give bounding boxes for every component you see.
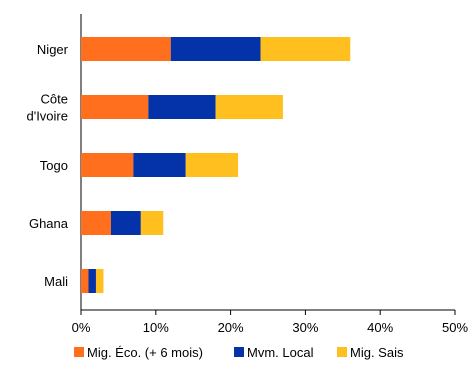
bar-segment xyxy=(81,269,89,293)
bar-segment xyxy=(81,37,171,61)
category-label: Ghana xyxy=(29,216,69,231)
bar-segment xyxy=(81,95,149,119)
category-labels: Niger Côte d'Ivoire Togo Ghana Mali xyxy=(26,42,68,289)
bar-segment xyxy=(148,95,216,119)
x-tick-label: 0% xyxy=(72,320,91,335)
bar-segment xyxy=(185,153,239,177)
legend-label: Mig. Éco. (+ 6 mois) xyxy=(87,345,203,360)
legend-swatch xyxy=(337,347,347,357)
legend-label: Mig. Sais xyxy=(350,345,404,360)
bar-segment xyxy=(81,153,134,177)
legend: Mig. Éco. (+ 6 mois) Mvm. Local Mig. Sais xyxy=(74,345,404,360)
legend-swatch xyxy=(234,347,244,357)
bars xyxy=(81,37,351,293)
bar-segment xyxy=(95,269,104,293)
bar-segment xyxy=(215,95,283,119)
category-label: Togo xyxy=(40,158,68,173)
bar-segment xyxy=(140,211,164,235)
category-label: Côte d'Ivoire xyxy=(26,92,68,124)
x-tick-label: 20% xyxy=(218,320,244,335)
x-tick-label: 50% xyxy=(442,320,468,335)
legend-label: Mvm. Local xyxy=(247,345,314,360)
category-label: Niger xyxy=(37,42,69,57)
bar-segment xyxy=(170,37,261,61)
legend-swatch xyxy=(74,347,84,357)
x-tick-label: 30% xyxy=(292,320,318,335)
x-ticks: 0% 10% 20% 30% 40% 50% xyxy=(72,310,468,335)
bar-segment xyxy=(260,37,351,61)
category-label: Mali xyxy=(44,274,68,289)
bar-segment xyxy=(110,211,141,235)
x-tick-label: 40% xyxy=(367,320,393,335)
bar-segment xyxy=(81,211,111,235)
bar-segment xyxy=(88,269,96,293)
x-tick-label: 10% xyxy=(143,320,169,335)
bar-segment xyxy=(133,153,186,177)
